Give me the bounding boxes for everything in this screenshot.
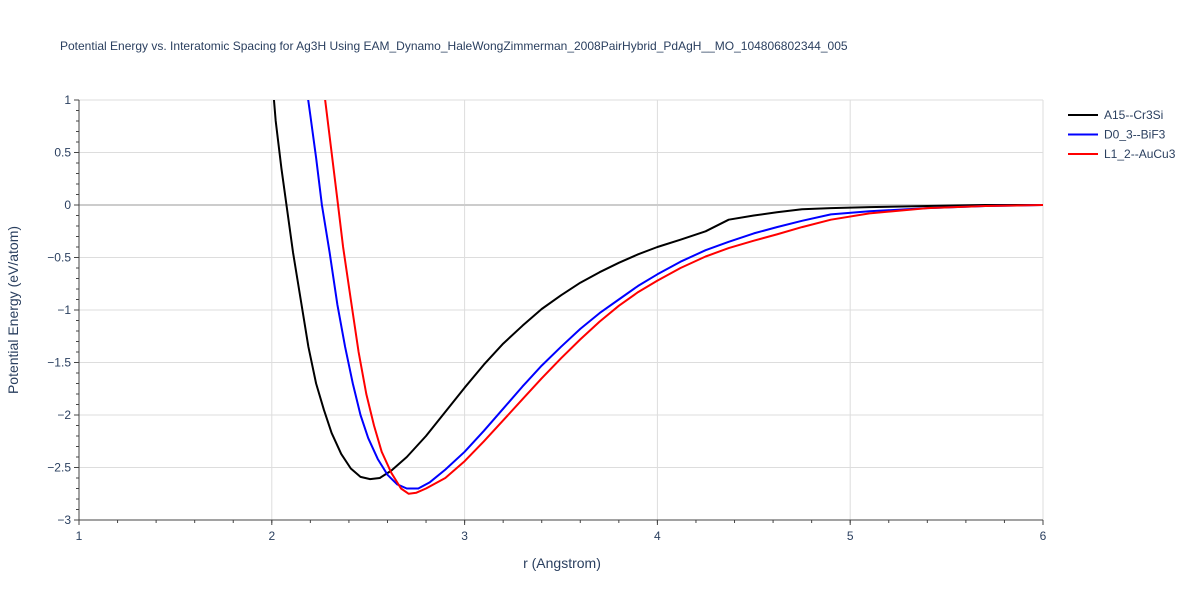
legend-label: A15--Cr3Si <box>1104 108 1163 122</box>
y-tick-label: −2 <box>57 408 71 422</box>
series-line-2 <box>324 100 1043 495</box>
x-tick-label: 3 <box>461 529 468 543</box>
x-tick-label: 1 <box>76 529 83 543</box>
legend-label: D0_3--BiF3 <box>1104 128 1166 142</box>
chart-title: Potential Energy vs. Interatomic Spacing… <box>60 39 848 53</box>
series-lines <box>272 100 1043 495</box>
y-axis-title: Potential Energy (eV/atom) <box>5 226 21 394</box>
y-tick-label: −2.5 <box>47 461 71 475</box>
y-tick-label: −1 <box>57 303 71 317</box>
y-tick-label: −3 <box>57 513 71 527</box>
y-tick-label: −1.5 <box>47 356 71 370</box>
y-tick-label: 0.5 <box>54 146 71 160</box>
x-axis-title: r (Angstrom) <box>523 555 601 571</box>
y-tick-label: 0 <box>64 198 71 212</box>
x-tick-label: 6 <box>1040 529 1047 543</box>
y-tick-label: 1 <box>64 93 71 107</box>
grid-lines <box>79 99 1044 520</box>
y-axis-ticks: 1 0.5 0 −0.5 −1 −1.5 −2 −2.5 −3 <box>47 93 79 527</box>
y-tick-label: −0.5 <box>47 251 71 265</box>
legend: A15--Cr3Si D0_3--BiF3 L1_2--AuCu3 <box>1068 108 1176 161</box>
x-axis-ticks: 1 2 3 4 5 6 <box>76 520 1047 543</box>
x-tick-label: 2 <box>268 529 275 543</box>
series-line-0 <box>272 100 1043 481</box>
series-line-1 <box>307 100 1043 490</box>
x-tick-label: 5 <box>847 529 854 543</box>
x-tick-label: 4 <box>654 529 661 543</box>
legend-label: L1_2--AuCu3 <box>1104 147 1176 161</box>
